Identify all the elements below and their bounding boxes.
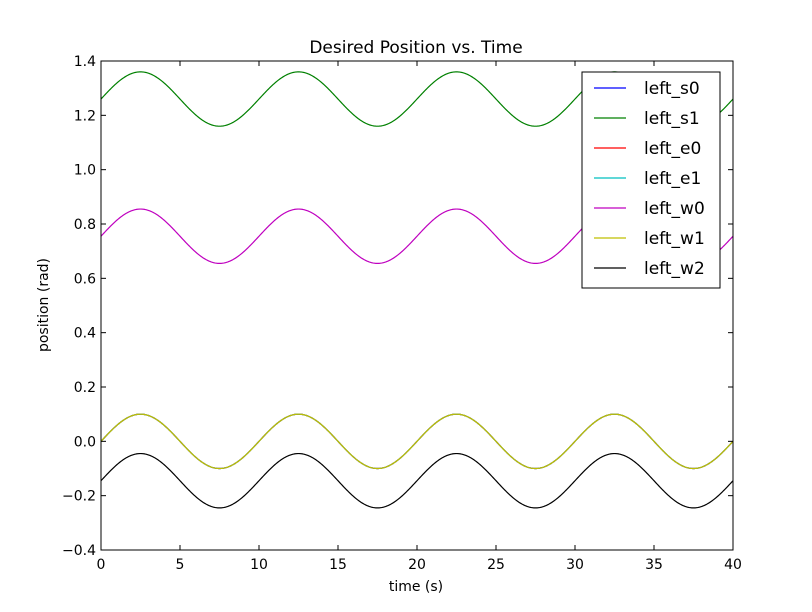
y-tick-label: 0.8 (74, 217, 96, 233)
y-tick-label: 0.6 (74, 271, 96, 287)
y-tick-label: −0.2 (62, 489, 96, 505)
legend-label-left_e0: left_e0 (644, 139, 701, 159)
legend-label-left_s1: left_s1 (644, 109, 700, 129)
x-tick-label: 5 (176, 557, 185, 573)
y-axis-label: position (rad) (36, 258, 52, 352)
x-tick-label: 40 (724, 557, 742, 573)
legend-label-left_w1: left_w1 (644, 229, 705, 249)
y-tick-label: 1.2 (74, 108, 96, 124)
plot-area (100, 60, 734, 551)
legend-label-left_e1: left_e1 (644, 169, 701, 189)
legend-label-left_s0: left_s0 (644, 79, 700, 99)
series-line-left_w1 (101, 413, 733, 470)
y-axis: −0.4 −0.2 0.0 0.2 0.4 0.6 0.8 1.0 1.2 1.4 (62, 54, 733, 559)
legend: left_s0 left_s1 left_e0 left_e1 left_w0 left_… (581, 71, 721, 289)
x-axis: 0 5 10 15 20 25 30 35 40 (97, 61, 742, 573)
legend-box (581, 71, 721, 289)
series-line-left_w2 (101, 452, 733, 509)
x-tick-label: 25 (487, 557, 505, 573)
legend-label-left_w0: left_w0 (644, 199, 705, 219)
legend-label-left_w2: left_w2 (644, 259, 705, 279)
y-tick-label: 0.2 (74, 380, 96, 396)
y-tick-label: 1.0 (74, 163, 96, 179)
x-tick-label: 15 (329, 557, 347, 573)
y-tick-label: −0.4 (62, 543, 96, 559)
y-tick-label: 0.4 (74, 326, 96, 342)
x-axis-label: time (s) (389, 579, 443, 595)
y-tick-label: 0.0 (74, 434, 96, 450)
x-tick-label: 0 (97, 557, 106, 573)
x-tick-label: 35 (645, 557, 663, 573)
y-tick-label: 1.4 (74, 54, 96, 70)
chart-title: Desired Position vs. Time (309, 38, 522, 58)
x-tick-label: 30 (566, 557, 584, 573)
x-tick-label: 10 (250, 557, 268, 573)
x-tick-label: 20 (408, 557, 426, 573)
